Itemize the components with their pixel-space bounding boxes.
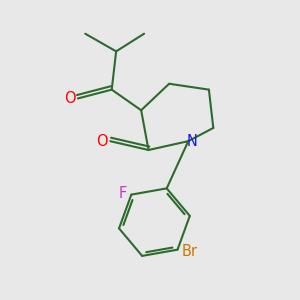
Text: O: O [96,134,108,149]
Text: Br: Br [182,244,198,259]
Text: N: N [186,134,197,149]
Text: F: F [118,186,127,201]
Text: O: O [64,91,75,106]
